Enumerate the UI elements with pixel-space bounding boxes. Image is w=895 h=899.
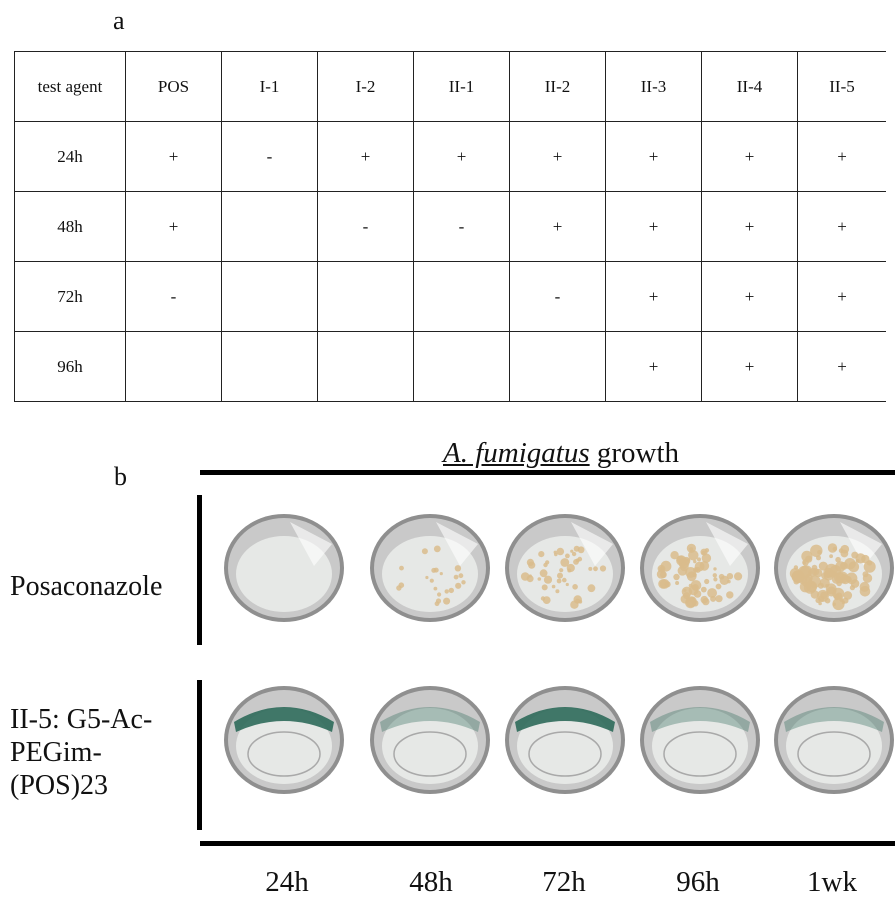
time-label-24h: 24h (265, 866, 309, 898)
table-cell: + (317, 121, 414, 192)
row-label-ii5: II-5: G5-Ac- PEGim- (POS)23 (10, 703, 195, 802)
time-label-48h: 48h (409, 866, 453, 898)
table-header-cell: I-1 (221, 51, 318, 122)
table-cell (221, 191, 318, 262)
table-row: 96h + + + (14, 331, 886, 402)
posaconazole-well-image (640, 514, 760, 622)
table-cell: + (701, 191, 798, 262)
table-cell: + (701, 121, 798, 192)
row-label-line: PEGim- (10, 737, 102, 768)
table-cell: + (701, 331, 798, 402)
table-cell: + (413, 121, 510, 192)
posaconazole-bracket (197, 495, 202, 645)
panel-a-label: a (113, 6, 125, 35)
panel-b-label: b (114, 462, 127, 491)
table-cell (413, 331, 510, 402)
table-cell: + (125, 121, 222, 192)
ii5-well-image (505, 686, 625, 794)
table-cell: + (797, 261, 886, 332)
table-cell: + (797, 121, 886, 192)
table-cell: + (797, 331, 886, 402)
table-cell: + (605, 331, 702, 402)
organism-name: A. fumigatus (443, 437, 590, 469)
table-row-label: 72h (14, 261, 126, 332)
table-cell (509, 331, 606, 402)
table-row: 48h + - - + + + + (14, 191, 886, 262)
table-row: 72h - - + + + (14, 261, 886, 332)
table-cell: + (605, 261, 702, 332)
table-row-label: 96h (14, 331, 126, 402)
table-row-label: 48h (14, 191, 126, 262)
table-cell (317, 261, 414, 332)
ii5-well-image (640, 686, 760, 794)
table-header-cell: test agent (14, 51, 126, 122)
table-header-cell: II-5 (797, 51, 886, 122)
table-header-cell: II-2 (509, 51, 606, 122)
table-cell: + (797, 191, 886, 262)
table-cell: - (413, 191, 510, 262)
time-label-1wk: 1wk (807, 866, 857, 898)
table-cell (317, 331, 414, 402)
posaconazole-well-image (370, 514, 490, 622)
time-label-96h: 96h (676, 866, 720, 898)
row-label-posaconazole: Posaconazole (10, 571, 163, 602)
table-cell: + (605, 121, 702, 192)
ii5-bracket (197, 680, 202, 830)
bottom-divider (200, 841, 895, 846)
table-cell: - (125, 261, 222, 332)
table-cell (221, 261, 318, 332)
top-divider (200, 470, 895, 475)
table-cell (413, 261, 510, 332)
posaconazole-well-image (774, 514, 894, 622)
time-label-72h: 72h (542, 866, 586, 898)
table-header-cell: II-1 (413, 51, 510, 122)
table-cell: - (317, 191, 414, 262)
table-row-label: 24h (14, 121, 126, 192)
table-cell (221, 331, 318, 402)
growth-table: test agent POS I-1 I-2 II-1 II-2 II-3 II-4 II-5 2… (14, 51, 886, 402)
growth-title: A. fumigatus growth (443, 437, 679, 470)
row-label-line: (POS)23 (10, 770, 109, 801)
posaconazole-well-image (224, 514, 344, 622)
table-header-cell: II-4 (701, 51, 798, 122)
table-cell: - (509, 261, 606, 332)
table-header-row: test agent POS I-1 I-2 II-1 II-2 II-3 II-4 II-5 (14, 51, 886, 122)
table-header-cell: I-2 (317, 51, 414, 122)
ii5-well-image (224, 686, 344, 794)
table-header-cell: POS (125, 51, 222, 122)
ii5-well-image (370, 686, 490, 794)
ii5-well-image (774, 686, 894, 794)
table-cell: + (125, 191, 222, 262)
table-cell: - (221, 121, 318, 192)
table-cell: + (605, 191, 702, 262)
table-cell: + (509, 191, 606, 262)
growth-word: growth (589, 437, 680, 469)
table-cell: + (701, 261, 798, 332)
posaconazole-well-image (505, 514, 625, 622)
row-label-line: II-5: G5-Ac- (10, 704, 153, 735)
table-header-cell: II-3 (605, 51, 702, 122)
table-cell (125, 331, 222, 402)
table-cell: + (509, 121, 606, 192)
table-row: 24h + - + + + + + + (14, 121, 886, 192)
